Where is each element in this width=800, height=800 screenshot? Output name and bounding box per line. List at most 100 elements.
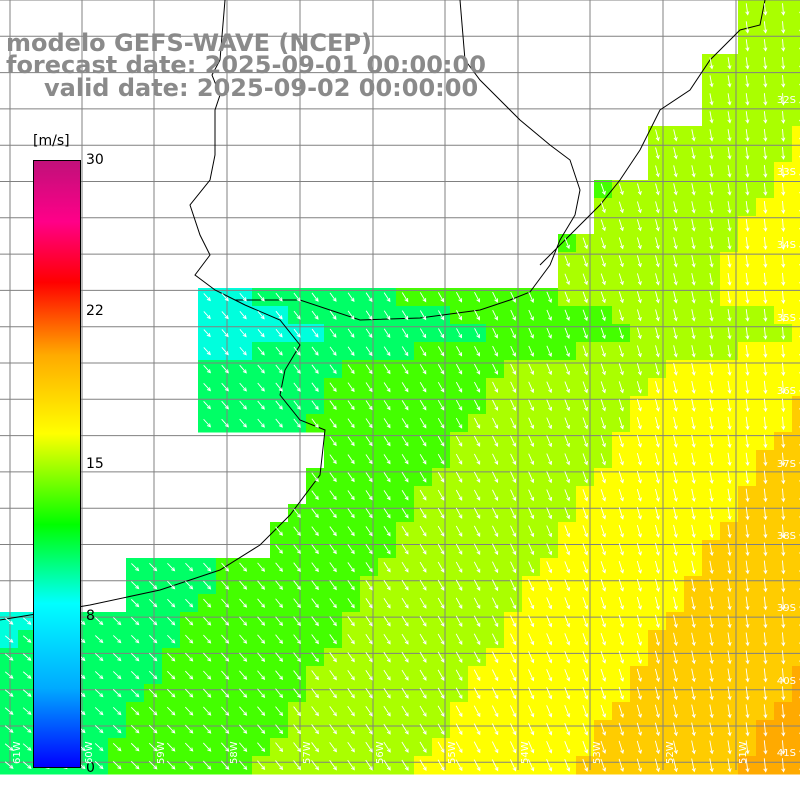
wind-arrow (455, 543, 463, 555)
wind-arrow (22, 743, 32, 751)
wind-arrow (636, 578, 642, 592)
wind-arrow (709, 291, 714, 304)
wind-arrow (275, 580, 283, 590)
wind-arrow (419, 543, 427, 555)
wind-arrow (600, 758, 607, 772)
wind-arrow (383, 562, 391, 573)
wind-arrow (4, 635, 14, 643)
wind-arrow (546, 489, 553, 502)
wind-arrow (618, 381, 624, 394)
wind-arrow (582, 291, 588, 304)
wind-arrow (419, 597, 427, 609)
wind-arrow (419, 651, 427, 663)
wind-arrow (709, 165, 714, 178)
wind-arrow (727, 524, 732, 539)
wind-arrow (618, 345, 624, 358)
wind-cell (792, 270, 800, 289)
wind-arrow (112, 760, 122, 770)
wind-arrow (4, 653, 14, 661)
wind-arrow (582, 309, 588, 322)
wind-arrow (691, 237, 696, 250)
wind-arrow (655, 452, 660, 466)
wind-arrow (437, 507, 445, 519)
wind-arrow (492, 525, 499, 538)
wind-arrow (763, 470, 768, 485)
wind-arrow (564, 381, 571, 394)
wind-arrow (781, 111, 786, 124)
wind-arrow (781, 290, 786, 305)
wind-arrow (691, 434, 696, 448)
wind-arrow (401, 310, 409, 321)
wind-arrow (618, 255, 624, 268)
wind-arrow (510, 291, 517, 303)
wind-arrow (311, 544, 319, 555)
wind-arrow (709, 380, 714, 394)
wind-arrow (600, 345, 606, 358)
wind-arrow (618, 543, 624, 556)
wind-arrow (709, 309, 714, 322)
wind-arrow (492, 453, 499, 465)
wind-arrow (745, 362, 750, 377)
wind-arrow (365, 400, 373, 411)
wind-arrow (221, 652, 230, 662)
wind-arrow (365, 669, 373, 681)
wind-arrow (528, 615, 535, 628)
wind-arrow (781, 344, 786, 359)
wind-arrow (113, 617, 122, 626)
wind-arrow (347, 706, 355, 717)
wind-arrow (329, 472, 337, 483)
wind-arrow (673, 273, 678, 286)
wind-arrow (130, 653, 140, 662)
wind-arrow (546, 741, 553, 754)
wind-arrow (781, 272, 786, 287)
wind-arrow (745, 309, 750, 322)
wind-arrow (473, 561, 481, 574)
wind-arrow (691, 362, 696, 376)
wind-arrow (745, 3, 750, 16)
wind-arrow (347, 688, 355, 699)
wind-arrow (673, 363, 678, 376)
wind-arrow (691, 147, 696, 160)
wind-cell (792, 306, 800, 325)
lat-label-36s: 36S (776, 386, 796, 397)
wind-cell (792, 0, 800, 19)
wind-arrow (166, 742, 176, 752)
wind-arrow (329, 490, 337, 501)
wind-arrow (564, 705, 571, 718)
wind-arrow (745, 524, 750, 539)
wind-arrow (365, 723, 373, 735)
wind-arrow (365, 454, 373, 465)
wind-arrow (329, 544, 337, 555)
wind-arrow (763, 416, 768, 431)
wind-arrow (745, 614, 750, 629)
wind-arrow (401, 579, 409, 591)
wind-arrow (781, 39, 786, 52)
wind-arrow (257, 688, 266, 698)
wind-arrow (763, 524, 768, 539)
wind-arrow (564, 417, 571, 430)
wind-arrow (491, 597, 499, 610)
wind-arrow (745, 722, 750, 737)
wind-arrow (329, 364, 337, 375)
wind-arrow (473, 687, 481, 700)
wind-arrow (781, 506, 786, 521)
wind-arrow (727, 147, 732, 160)
wind-arrow (691, 524, 696, 539)
wind-arrow (673, 758, 678, 773)
wind-arrow (709, 704, 714, 719)
wind-arrow (582, 615, 589, 628)
wind-arrow (293, 382, 301, 392)
wind-arrow (492, 543, 499, 556)
wind-arrow (94, 761, 104, 770)
wind-arrow (311, 382, 319, 392)
wind-arrow (510, 327, 516, 339)
wind-arrow (636, 399, 642, 412)
wind-arrow (383, 418, 391, 429)
wind-arrow (781, 722, 786, 737)
wind-arrow (473, 453, 481, 465)
wind-arrow (763, 632, 768, 647)
wind-arrow (293, 706, 302, 717)
wind-arrow (311, 580, 319, 591)
wind-arrow (673, 147, 678, 160)
wind-arrow (474, 363, 481, 375)
